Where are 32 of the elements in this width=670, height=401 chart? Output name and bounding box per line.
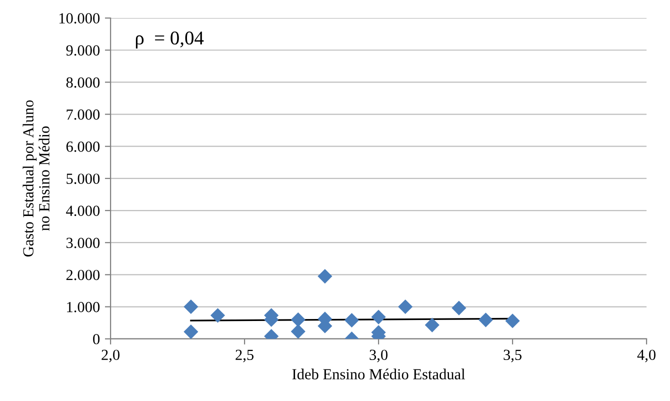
point — [290, 324, 306, 339]
y-tick-label: 7.000 — [66, 109, 100, 120]
x-axis-title: Ideb Ensino Médio Estadual — [292, 368, 466, 380]
x-tick-label: 3,0 — [370, 350, 388, 362]
y-tick-label: 2.000 — [66, 270, 100, 280]
x-tick-label: 2,0 — [102, 350, 120, 362]
point — [184, 324, 198, 339]
point — [398, 299, 413, 314]
x-tick-label: 3,5 — [504, 350, 522, 362]
point — [290, 312, 306, 327]
annotation: ρ = 0,04 — [136, 31, 204, 49]
point — [184, 299, 198, 314]
y-tick-label: 0 — [93, 334, 100, 344]
point — [371, 310, 386, 324]
x-tick-label: 2,5 — [236, 350, 254, 362]
point — [344, 312, 360, 328]
y-tick-label: 9.000 — [66, 45, 100, 56]
y-tick-label: 6.000 — [66, 142, 100, 152]
point — [210, 308, 226, 323]
point — [478, 312, 494, 328]
y-axis-title: Gasto Estadual por Aluno no Ensino Médio — [22, 100, 50, 257]
x-tick-label: 4,0 — [637, 350, 656, 362]
point — [452, 300, 466, 316]
y-tick-label: 8.000 — [66, 77, 100, 88]
point — [424, 318, 440, 332]
y-tick-label: 4.000 — [66, 206, 100, 216]
y-tick-label: 1.000 — [67, 302, 100, 312]
y-tick-label: 3.000 — [66, 238, 100, 248]
point — [318, 269, 332, 284]
y-tick-label: 5.000 — [66, 174, 100, 184]
y-tick-label: 10.000 — [59, 13, 100, 24]
point — [505, 314, 520, 328]
